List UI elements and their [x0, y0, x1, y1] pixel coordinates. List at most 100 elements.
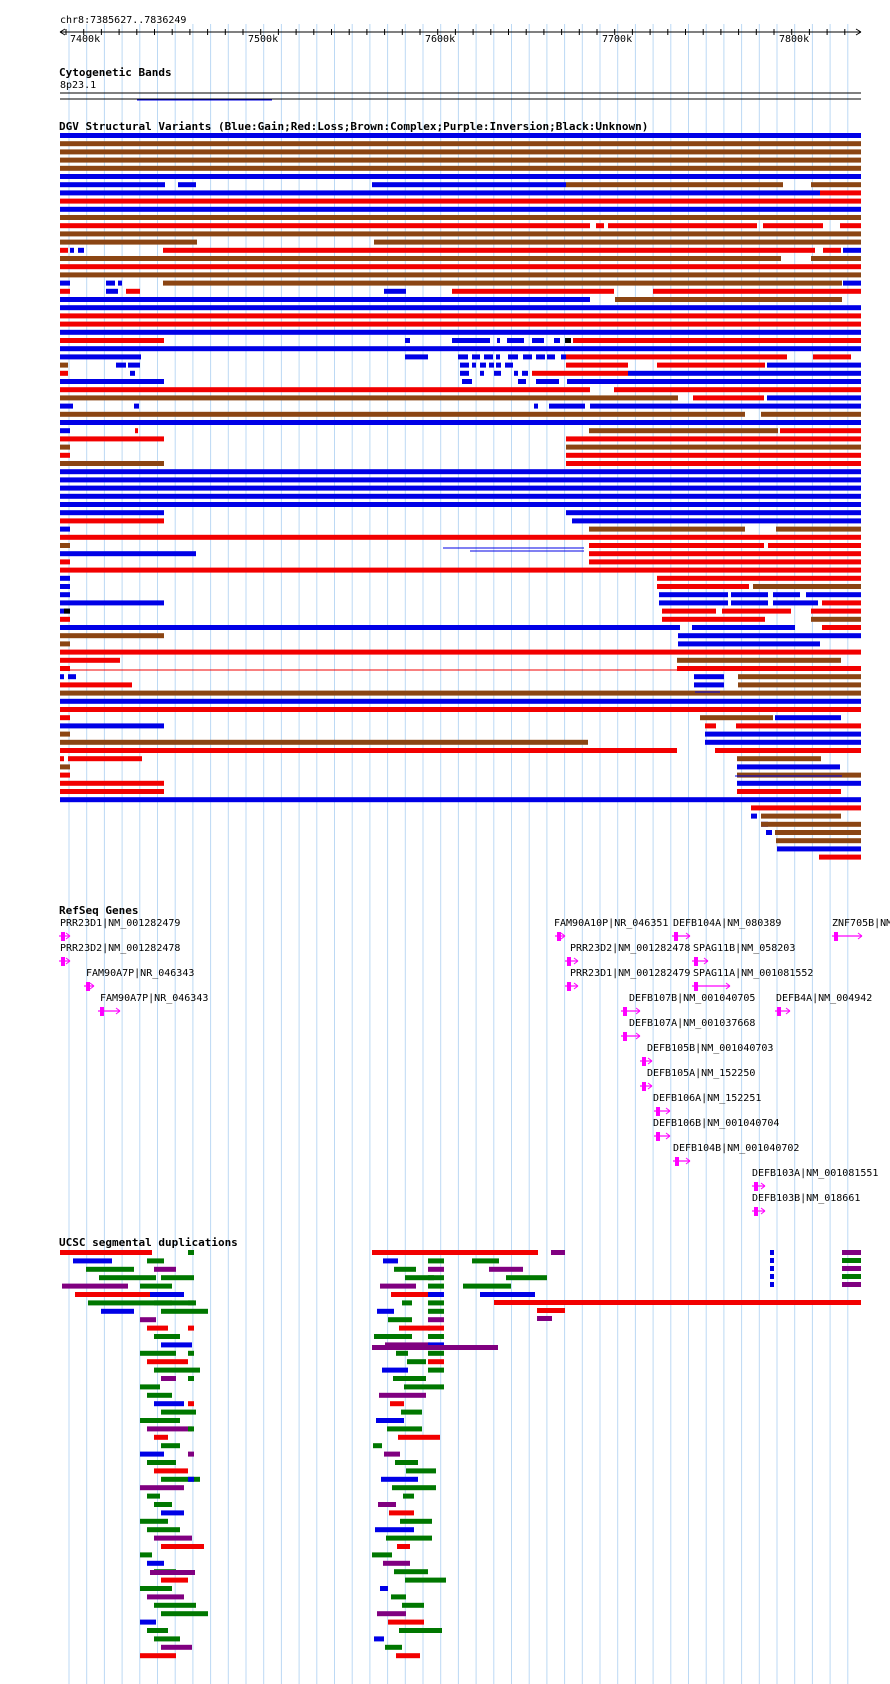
segdup-bar — [154, 1401, 184, 1407]
variant-bar — [68, 756, 142, 762]
gene-label[interactable]: DEFB103B|NM_018661 — [752, 1193, 861, 1204]
variant-bar — [60, 420, 861, 425]
segdup-bar — [147, 1258, 164, 1264]
variant-bar — [60, 534, 861, 540]
gene-label[interactable]: PRR23D2|NM_001282478 — [570, 943, 691, 954]
variant-bar — [60, 321, 861, 327]
variant-bar — [60, 239, 197, 245]
gene-label[interactable]: DEFB104B|NM_001040702 — [673, 1143, 800, 1154]
segdup-bar — [140, 1619, 156, 1625]
gene-label[interactable]: DEFB104A|NM_080389 — [673, 918, 782, 929]
variant-bar — [694, 674, 724, 680]
variant-bar — [472, 362, 476, 368]
variant-bar — [751, 813, 757, 819]
gene-label[interactable]: FAM90A7P|NR_046343 — [100, 993, 209, 1004]
variant-bar — [659, 592, 728, 598]
variant-bar — [589, 559, 861, 565]
variant-bar — [60, 469, 861, 475]
variant-bar — [60, 362, 68, 368]
segdup-bar — [140, 1418, 180, 1423]
segdup-bar — [147, 1392, 172, 1398]
variant-bar — [589, 526, 745, 532]
gene-label[interactable]: DEFB4A|NM_004942 — [776, 993, 873, 1004]
dgv-track-title[interactable]: DGV Structural Variants (Blue:Gain;Red:L… — [59, 120, 649, 133]
gene-label[interactable]: ZNF705B|NM — [832, 918, 890, 929]
segdup-bar — [387, 1426, 422, 1432]
gene-label[interactable]: DEFB105B|NM_001040703 — [647, 1043, 774, 1054]
region-label: chr8:7385627..7836249 — [60, 15, 187, 26]
gene-arrow — [89, 982, 95, 990]
variant-bar — [106, 288, 118, 294]
segdup-bar — [382, 1367, 408, 1373]
gene-label[interactable]: PRR23D1|NM_001282479 — [60, 918, 181, 929]
segdup-bar — [428, 1275, 444, 1281]
cytoband-track-title[interactable]: Cytogenetic Bands — [59, 66, 172, 79]
gene-label[interactable]: DEFB103A|NM_001081551 — [752, 1168, 879, 1179]
segdup-bar — [154, 1367, 200, 1373]
segdup-bar — [385, 1644, 402, 1650]
segdup-bar — [480, 1292, 535, 1297]
variant-bar — [677, 657, 841, 663]
segdup-bar — [140, 1653, 176, 1659]
segdup-bar — [372, 1250, 538, 1255]
variant-bar — [589, 551, 861, 557]
variant-bar — [60, 272, 861, 278]
gene-label[interactable]: DEFB106A|NM_152251 — [653, 1093, 762, 1104]
segdup-bar — [161, 1342, 192, 1348]
variant-bar — [806, 592, 861, 598]
variant-bar — [811, 616, 861, 622]
variant-bar — [60, 223, 590, 229]
variant-bar — [60, 739, 588, 745]
gene-label[interactable]: FAM90A7P|NR_046343 — [86, 968, 195, 979]
segdup-bar — [101, 1308, 134, 1314]
variant-bar — [60, 395, 678, 401]
variant-bar — [659, 600, 728, 606]
variant-bar — [60, 690, 861, 696]
gene-label[interactable]: SPAG11B|NM_058203 — [693, 943, 796, 954]
segdup-bar — [372, 1345, 498, 1350]
variant-bar — [60, 789, 164, 794]
variant-bar — [60, 723, 164, 729]
gene-label[interactable]: DEFB107B|NM_001040705 — [629, 993, 756, 1004]
variant-bar — [163, 247, 815, 253]
variant-bar — [60, 338, 164, 343]
variant-bar — [60, 198, 861, 204]
variant-bar — [536, 379, 559, 384]
segdup-bar — [392, 1485, 436, 1491]
refseq-track-title[interactable]: RefSeq Genes — [59, 904, 139, 917]
segdup-bar — [551, 1250, 565, 1255]
variant-bar — [763, 223, 823, 229]
variant-bar — [60, 174, 861, 179]
gene-label[interactable]: SPAG11A|NM_001081552 — [693, 968, 814, 979]
gene-label[interactable]: DEFB105A|NM_152250 — [647, 1068, 756, 1079]
segdup-bar — [384, 1451, 400, 1457]
gene-label[interactable]: DEFB107A|NM_001037668 — [629, 1018, 756, 1029]
gene-label[interactable]: PRR23D2|NM_001282478 — [60, 943, 181, 954]
gene-label[interactable]: PRR23D1|NM_001282479 — [570, 968, 691, 979]
segdup-bar — [188, 1275, 194, 1281]
variant-bar — [677, 666, 861, 671]
segdup-track-title[interactable]: UCSC segmental duplications — [59, 1236, 238, 1249]
variant-bar — [60, 707, 861, 712]
segdup-bar — [154, 1266, 176, 1272]
variant-bar — [567, 379, 861, 384]
variant-bar — [494, 370, 501, 376]
variant-bar — [518, 379, 526, 384]
gene-label[interactable]: DEFB106B|NM_001040704 — [653, 1118, 780, 1129]
variant-bar — [653, 288, 861, 294]
variant-bar — [775, 715, 841, 721]
variant-bar — [60, 657, 120, 663]
variant-bar — [460, 362, 469, 368]
variant-bar — [561, 354, 566, 360]
segdup-bar — [154, 1535, 192, 1541]
segdup-bar — [188, 1376, 194, 1381]
variant-bar — [822, 625, 861, 630]
variant-bar — [736, 723, 861, 729]
gene-arrow — [647, 1057, 653, 1065]
variant-bar — [130, 370, 135, 376]
segdup-bar — [399, 1628, 442, 1633]
variant-bar — [106, 280, 115, 286]
segdup-bar — [379, 1392, 426, 1398]
gene-label[interactable]: FAM90A10P|NR_046351 — [554, 918, 669, 929]
segdup-bar — [386, 1535, 432, 1541]
